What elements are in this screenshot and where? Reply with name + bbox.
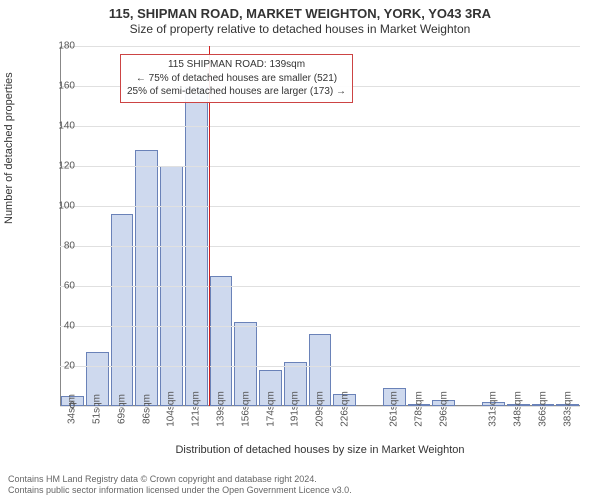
footer-line-1: Contains HM Land Registry data © Crown c…	[8, 474, 352, 485]
x-axis-title: Distribution of detached houses by size …	[60, 444, 580, 456]
bar: 209sqm	[309, 334, 332, 406]
y-tick-label: 180	[45, 41, 75, 52]
y-tick-label: 120	[45, 161, 75, 172]
grid-line	[60, 366, 580, 367]
x-tick-label: 104sqm	[166, 391, 177, 427]
x-tick-label: 331sqm	[488, 391, 499, 427]
x-tick-label: 139sqm	[215, 391, 226, 427]
bar: 86sqm	[135, 150, 158, 406]
bar: 261sqm	[383, 388, 406, 406]
page-title: 115, SHIPMAN ROAD, MARKET WEIGHTON, YORK…	[0, 6, 600, 21]
histogram-chart: 34sqm51sqm69sqm86sqm104sqm121sqm139sqm15…	[60, 46, 580, 406]
y-tick-label: 60	[45, 281, 75, 292]
grid-line	[60, 46, 580, 47]
x-tick-label: 348sqm	[513, 391, 524, 427]
grid-line	[60, 246, 580, 247]
y-tick-label: 80	[45, 241, 75, 252]
bar: 156sqm	[234, 322, 257, 406]
x-tick-label: 209sqm	[315, 391, 326, 427]
annotation-line: 115 SHIPMAN ROAD: 139sqm	[127, 58, 346, 72]
bar: 226sqm	[333, 394, 356, 406]
x-tick-label: 278sqm	[414, 391, 425, 427]
y-tick-label: 140	[45, 121, 75, 132]
x-tick-label: 191sqm	[290, 391, 301, 427]
y-tick-label: 100	[45, 201, 75, 212]
x-tick-label: 69sqm	[116, 394, 127, 424]
bar: 69sqm	[111, 214, 134, 406]
x-tick-label: 86sqm	[141, 394, 152, 424]
x-tick-label: 174sqm	[265, 391, 276, 427]
annotation-line: 25% of semi-detached houses are larger (…	[127, 85, 346, 99]
bar: 51sqm	[86, 352, 109, 406]
x-tick-label: 121sqm	[191, 391, 202, 427]
grid-line	[60, 206, 580, 207]
grid-line	[60, 286, 580, 287]
y-tick-label: 0	[45, 401, 75, 412]
x-tick-label: 383sqm	[562, 391, 573, 427]
grid-line	[60, 126, 580, 127]
x-tick-label: 296sqm	[438, 391, 449, 427]
x-tick-label: 226sqm	[339, 391, 350, 427]
x-tick-label: 51sqm	[92, 394, 103, 424]
x-tick-label: 366sqm	[537, 391, 548, 427]
x-tick-label: 156sqm	[240, 391, 251, 427]
y-axis-title: Number of detached properties	[3, 72, 15, 224]
x-tick-label: 261sqm	[389, 391, 400, 427]
bar: 174sqm	[259, 370, 282, 406]
attribution-footer: Contains HM Land Registry data © Crown c…	[8, 474, 352, 497]
grid-line	[60, 166, 580, 167]
y-tick-label: 160	[45, 81, 75, 92]
grid-line	[60, 406, 580, 407]
y-tick-label: 20	[45, 361, 75, 372]
annotation-box: 115 SHIPMAN ROAD: 139sqm← 75% of detache…	[120, 54, 353, 103]
page-subtitle: Size of property relative to detached ho…	[0, 22, 600, 36]
bar: 139sqm	[210, 276, 233, 406]
grid-line	[60, 326, 580, 327]
annotation-line: ← 75% of detached houses are smaller (52…	[127, 72, 346, 86]
y-tick-label: 40	[45, 321, 75, 332]
bar: 191sqm	[284, 362, 307, 406]
footer-line-2: Contains public sector information licen…	[8, 485, 352, 496]
